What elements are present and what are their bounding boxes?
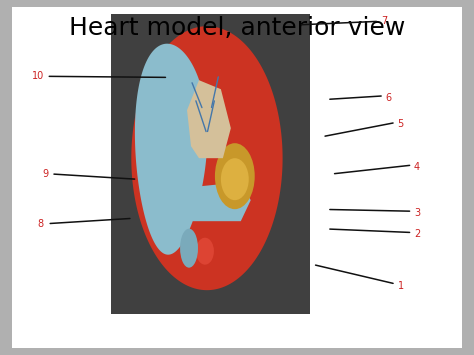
Ellipse shape [196, 238, 214, 265]
FancyBboxPatch shape [12, 7, 462, 348]
Ellipse shape [150, 47, 180, 101]
Text: 3: 3 [414, 208, 420, 218]
Text: 1: 1 [398, 281, 403, 291]
Polygon shape [187, 80, 231, 158]
FancyBboxPatch shape [111, 14, 310, 314]
Ellipse shape [202, 241, 228, 286]
Text: 9: 9 [42, 169, 48, 179]
Text: 6: 6 [386, 93, 392, 103]
Ellipse shape [221, 158, 249, 200]
Text: 2: 2 [414, 229, 420, 239]
Polygon shape [135, 44, 207, 255]
Text: Heart model, anterior view: Heart model, anterior view [69, 16, 405, 40]
Text: 7: 7 [381, 16, 387, 26]
Ellipse shape [180, 229, 198, 268]
Text: 10: 10 [32, 71, 44, 81]
Polygon shape [167, 182, 251, 221]
Polygon shape [131, 26, 283, 290]
Text: 5: 5 [397, 119, 404, 129]
Text: 4: 4 [414, 162, 420, 172]
Text: 8: 8 [37, 219, 43, 229]
Ellipse shape [215, 143, 255, 209]
